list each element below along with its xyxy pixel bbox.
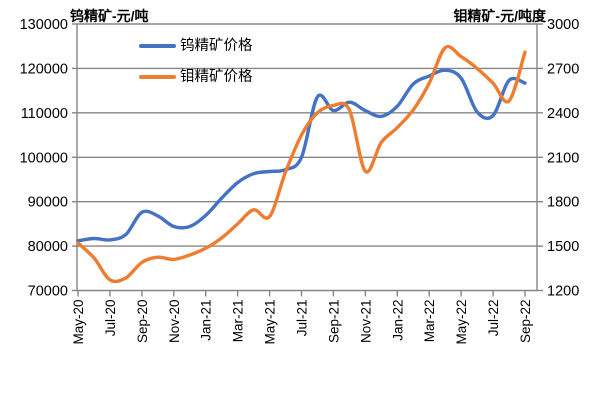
- y-axis-label-right: 1500: [547, 239, 579, 255]
- axis-ticks: [72, 23, 543, 297]
- right-axis-title: 钼精矿-元/吨度: [453, 8, 546, 24]
- legend: 钨精矿价格 钼精矿价格: [139, 36, 253, 87]
- x-axis-label: Mar-21: [231, 300, 246, 343]
- y-axis-label-left: 100000: [20, 150, 68, 166]
- legend-item-tungsten: 钨精矿价格: [139, 36, 253, 56]
- x-axis-labels: May-20 Jul-20 Sep-20 Nov-20 Jan-21 Mar-21 May-…: [71, 299, 533, 344]
- y-axis-label-right: 2700: [547, 61, 579, 77]
- legend-label-tungsten: 钨精矿价格: [180, 38, 253, 54]
- x-axis-label: Jan-22: [390, 300, 405, 341]
- gridlines: [77, 23, 537, 292]
- x-axis-label: Nov-20: [167, 300, 182, 344]
- series-line-molybdenum: [76, 44, 527, 284]
- legend-item-molybdenum: 钼精矿价格: [139, 67, 253, 87]
- x-axis-label: Jul-21: [295, 300, 310, 337]
- series-lines: [76, 44, 527, 284]
- y-axis-label-left: 110000: [21, 106, 68, 122]
- y-axis-label-right: 1800: [547, 195, 579, 211]
- y-axis-labels-left: 70000 80000 90000 100000 110000 120000 130000: [20, 17, 68, 300]
- x-axis-label: May-20: [71, 300, 86, 345]
- x-axis-label: Jul-20: [103, 300, 118, 337]
- x-axis-label: Jan-21: [199, 300, 214, 341]
- x-axis-label: Sep-22: [518, 300, 533, 344]
- x-axis-label: May-22: [454, 300, 469, 345]
- x-axis-label: Jul-22: [486, 299, 501, 336]
- legend-label-molybdenum: 钼精矿价格: [180, 69, 253, 85]
- x-axis-label: Sep-21: [326, 300, 341, 344]
- y-axis-label-right: 2400: [547, 106, 579, 122]
- series-line-tungsten: [76, 68, 527, 243]
- left-axis-title: 钨精矿-元/吨: [70, 8, 149, 24]
- y-axis-label-left: 120000: [20, 61, 68, 77]
- molybdenum-line-swatch: [139, 75, 176, 79]
- x-axis-label: Nov-21: [358, 300, 373, 344]
- x-axis-label: May-21: [263, 300, 278, 345]
- y-axis-label-right: 1200: [547, 284, 579, 300]
- x-axis-label: Sep-20: [135, 300, 150, 344]
- y-axis-label-right: 2100: [547, 150, 579, 166]
- tungsten-line-swatch: [139, 44, 176, 48]
- y-axis-label-left: 130000: [20, 17, 68, 33]
- x-axis-label: Mar-22: [422, 300, 437, 343]
- y-axis-label-left: 90000: [28, 195, 68, 211]
- y-axis-label-left: 70000: [28, 284, 68, 300]
- y-axis-labels-right: 1200 1500 1800 2100 2400 2700 3000: [547, 17, 579, 300]
- y-axis-label-right: 3000: [547, 17, 579, 33]
- y-axis-label-left: 80000: [28, 239, 68, 255]
